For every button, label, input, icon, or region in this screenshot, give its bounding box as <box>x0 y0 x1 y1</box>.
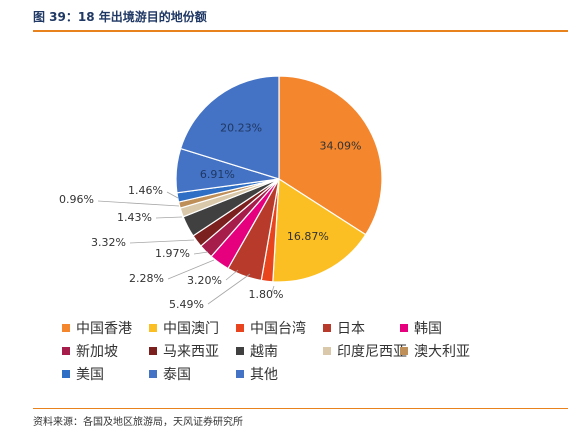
legend-label: 美国 <box>76 366 104 383</box>
legend-label: 韩国 <box>414 320 442 337</box>
pie-chart: 34.09% 16.87% 1.80% 5.49% 3.20% 2.28% 1.97% 3.3… <box>59 75 383 311</box>
legend-label: 中国澳门 <box>163 320 219 337</box>
pie-slice-13 <box>179 75 280 180</box>
slice-value-label: 2.28% <box>129 272 164 285</box>
legend-item: 泰国 <box>149 364 236 383</box>
legend-label: 中国台湾 <box>250 320 306 337</box>
slice-value-label: 3.32% <box>91 236 126 249</box>
legend-swatch <box>149 346 157 355</box>
leader-line <box>166 191 179 199</box>
legend-label: 新加坡 <box>76 343 118 360</box>
slice-value-label: 34.09% <box>320 139 362 152</box>
legend-label: 印度尼西亚 <box>337 343 407 360</box>
chart-legend: 中国香港 中国澳门 中国台湾 日本 韩国新加坡 马来西亚 越南 印度尼西亚 澳大利亚美国 泰国 其他 <box>62 318 532 383</box>
legend-item: 越南 <box>236 341 323 360</box>
leader-line <box>271 285 275 293</box>
pie-slice-2 <box>272 177 367 283</box>
legend-item: 其他 <box>236 364 323 383</box>
slice-value-label: 1.46% <box>128 184 163 197</box>
legend-item: 韩国 <box>400 318 492 337</box>
source-rule <box>33 408 568 409</box>
leader-line <box>129 239 195 244</box>
slice-value-label: 0.96% <box>59 193 94 206</box>
legend-item: 美国 <box>62 364 149 383</box>
leader-line <box>97 200 180 207</box>
legend-item: 马来西亚 <box>149 341 236 360</box>
leader-line <box>167 259 215 280</box>
legend-label: 泰国 <box>163 366 191 383</box>
legend-label: 越南 <box>250 343 278 360</box>
title-rule <box>33 30 568 32</box>
leader-line <box>207 273 251 305</box>
legend-item: 中国澳门 <box>149 318 236 337</box>
legend-swatch <box>400 323 408 332</box>
slice-value-label: 16.87% <box>287 230 329 243</box>
slice-value-label: 1.43% <box>117 211 152 224</box>
legend-swatch <box>149 323 157 332</box>
legend-label: 其他 <box>250 366 278 383</box>
legend-label: 日本 <box>337 320 365 337</box>
legend-swatch <box>400 346 408 355</box>
legend-label: 中国香港 <box>76 320 132 337</box>
leader-line <box>155 216 183 219</box>
legend-swatch <box>62 323 70 332</box>
legend-item: 中国香港 <box>62 318 149 337</box>
legend-item: 日本 <box>323 318 400 337</box>
slice-value-label: 1.97% <box>155 247 190 260</box>
source-note: 资料来源：各国及地区旅游局，天风证券研究所 <box>33 417 243 428</box>
legend-swatch <box>323 323 331 332</box>
slice-value-label: 5.49% <box>169 298 204 311</box>
figure-title: 图 39：18 年出境游目的地份额 <box>33 10 207 24</box>
legend-item: 新加坡 <box>62 341 149 360</box>
legend-item: 中国台湾 <box>236 318 323 337</box>
legend-swatch <box>62 369 70 378</box>
legend-label: 马来西亚 <box>163 343 219 360</box>
legend-swatch <box>236 323 244 332</box>
slice-value-label: 20.23% <box>220 122 262 135</box>
leader-line <box>193 251 209 255</box>
slice-value-label: 1.80% <box>249 288 284 301</box>
leader-line <box>225 269 239 281</box>
legend-swatch <box>236 369 244 378</box>
legend-swatch <box>149 369 157 378</box>
slice-value-label: 6.91% <box>200 168 235 181</box>
legend-item: 澳大利亚 <box>400 341 492 360</box>
legend-swatch <box>62 346 70 355</box>
slice-value-label: 3.20% <box>187 274 222 287</box>
legend-swatch <box>323 346 331 355</box>
legend-swatch <box>236 346 244 355</box>
legend-item: 印度尼西亚 <box>323 341 407 360</box>
legend-label: 澳大利亚 <box>414 343 470 360</box>
